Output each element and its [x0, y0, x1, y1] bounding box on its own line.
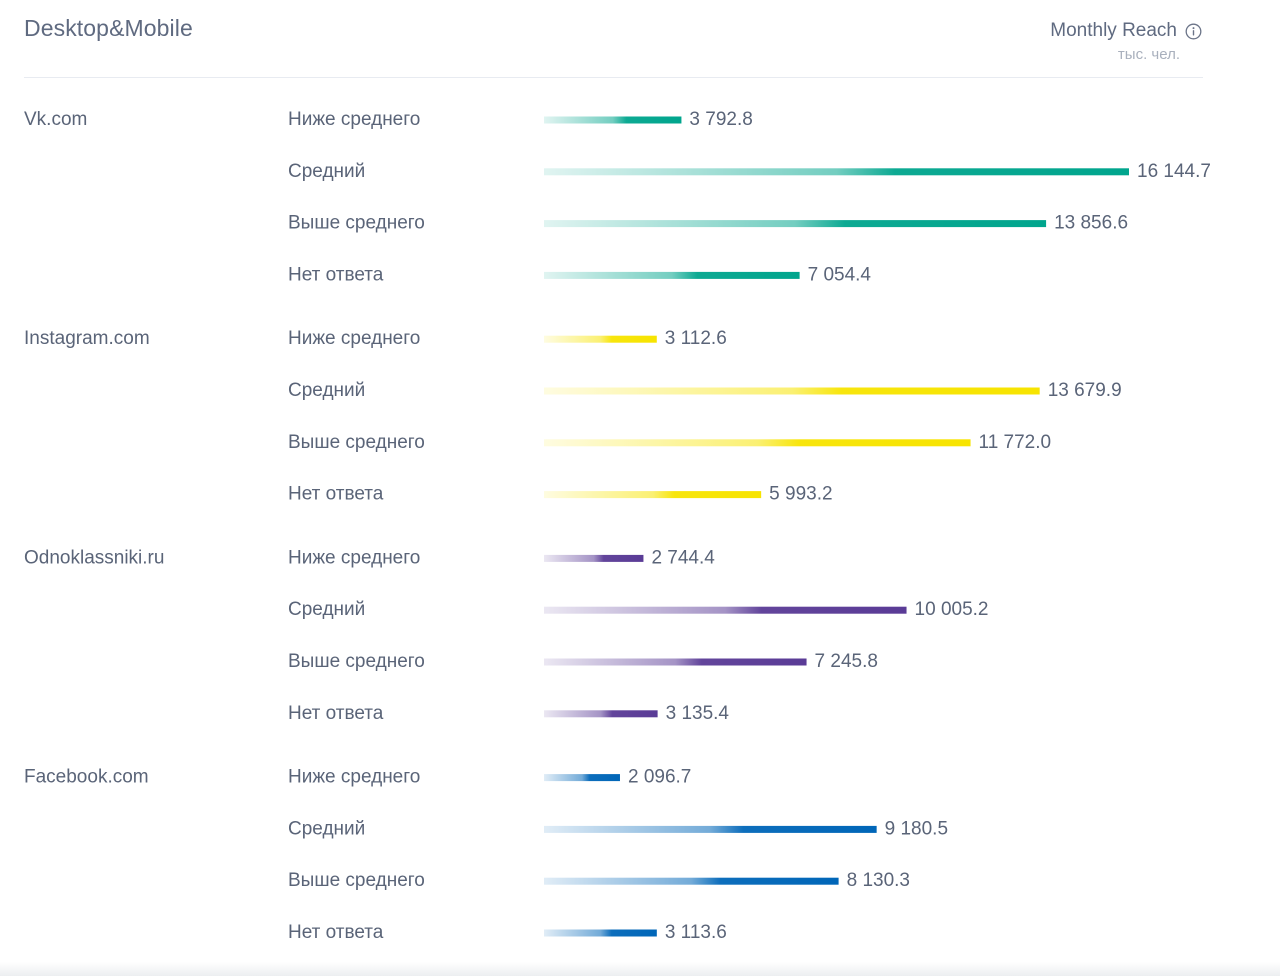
- value-label-vk-com-above-average: 13 856.6: [1054, 213, 1128, 234]
- metric-label: Monthly Reach: [1050, 20, 1177, 41]
- value-label-facebook-com-above-average: 8 130.3: [847, 870, 910, 891]
- bar-instagram-com-above-average[interactable]: [544, 439, 971, 447]
- value-label-facebook-com-below-average: 2 096.7: [628, 767, 691, 788]
- metric-selector[interactable]: Monthly Reach: [1050, 20, 1202, 42]
- group-label-odnoklassniki-ru: Odnoklassniki.ru: [24, 547, 164, 568]
- bar-facebook-com-above-average[interactable]: [544, 877, 839, 885]
- value-label-instagram-com-above-average: 11 772.0: [979, 432, 1052, 453]
- unit-label: тыс. чел.: [1117, 46, 1180, 63]
- category-label-vk-com-no-answer: Нет ответа: [288, 264, 384, 285]
- bar-odnoklassniki-ru-above-average[interactable]: [544, 658, 807, 666]
- category-label-odnoklassniki-ru-below-average: Ниже среднего: [288, 547, 420, 568]
- category-label-facebook-com-below-average: Ниже среднего: [288, 767, 420, 788]
- category-label-facebook-com-no-answer: Нет ответа: [288, 922, 384, 943]
- bottom-shadow: [0, 962, 1280, 976]
- value-label-facebook-com-no-answer: 3 113.6: [665, 922, 727, 943]
- value-label-instagram-com-average: 13 679.9: [1048, 380, 1122, 401]
- category-label-odnoklassniki-ru-average: Средний: [288, 599, 365, 620]
- category-label-instagram-com-no-answer: Нет ответа: [288, 484, 384, 505]
- group-label-instagram-com: Instagram.com: [24, 328, 150, 349]
- bar-vk-com-below-average[interactable]: [544, 116, 682, 124]
- bar-vk-com-above-average[interactable]: [544, 220, 1047, 228]
- bar-facebook-com-average[interactable]: [544, 825, 877, 833]
- category-label-instagram-com-average: Средний: [288, 380, 365, 401]
- category-label-odnoklassniki-ru-no-answer: Нет ответа: [288, 703, 384, 724]
- value-label-instagram-com-below-average: 3 112.6: [665, 328, 727, 349]
- value-label-vk-com-average: 16 144.7: [1137, 161, 1211, 182]
- bar-odnoklassniki-ru-average[interactable]: [544, 606, 907, 614]
- value-label-odnoklassniki-ru-above-average: 7 245.8: [815, 651, 878, 672]
- group-label-vk-com: Vk.com: [24, 109, 87, 130]
- value-label-odnoklassniki-ru-no-answer: 3 135.4: [666, 703, 730, 724]
- bar-instagram-com-below-average[interactable]: [544, 335, 657, 343]
- bar-odnoklassniki-ru-no-answer[interactable]: [544, 710, 658, 718]
- page-title: Desktop&Mobile: [24, 15, 193, 41]
- value-label-instagram-com-no-answer: 5 993.2: [769, 484, 832, 505]
- bar-instagram-com-average[interactable]: [544, 387, 1040, 395]
- bar-instagram-com-no-answer[interactable]: [544, 491, 762, 499]
- bar-vk-com-average[interactable]: [544, 168, 1129, 176]
- category-label-facebook-com-above-average: Выше среднего: [288, 870, 425, 891]
- category-label-vk-com-below-average: Ниже среднего: [288, 109, 420, 130]
- info-icon[interactable]: [1185, 23, 1202, 40]
- bar-facebook-com-below-average[interactable]: [544, 774, 620, 782]
- group-label-facebook-com: Facebook.com: [24, 767, 149, 788]
- value-label-vk-com-no-answer: 7 054.4: [808, 264, 872, 285]
- category-label-odnoklassniki-ru-above-average: Выше среднего: [288, 651, 425, 672]
- bar-facebook-com-no-answer[interactable]: [544, 929, 657, 937]
- category-label-vk-com-average: Средний: [288, 161, 365, 182]
- bar-vk-com-no-answer[interactable]: [544, 271, 800, 279]
- value-label-odnoklassniki-ru-below-average: 2 744.4: [651, 547, 715, 568]
- bar-odnoklassniki-ru-below-average[interactable]: [544, 554, 644, 562]
- category-label-vk-com-above-average: Выше среднего: [288, 213, 425, 234]
- value-label-facebook-com-average: 9 180.5: [885, 818, 948, 839]
- value-label-odnoklassniki-ru-average: 10 005.2: [915, 599, 989, 620]
- category-label-instagram-com-above-average: Выше среднего: [288, 432, 425, 453]
- value-label-vk-com-below-average: 3 792.8: [689, 109, 752, 130]
- category-label-facebook-com-average: Средний: [288, 818, 365, 839]
- category-label-instagram-com-below-average: Ниже среднего: [288, 328, 420, 349]
- header-divider: [24, 77, 1203, 78]
